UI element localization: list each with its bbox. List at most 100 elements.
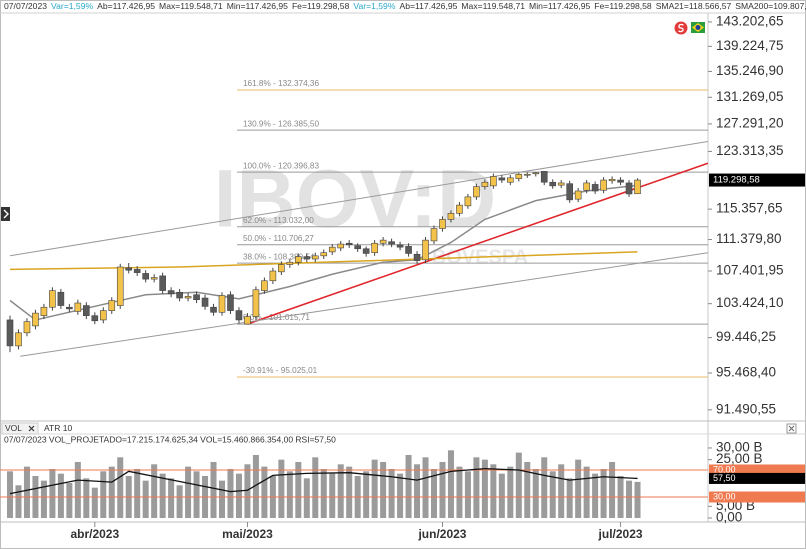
fib-label: 38.0% - 108.380,54	[243, 252, 315, 261]
header-item: Min=117.426,95	[529, 1, 590, 11]
volume-bar	[592, 473, 599, 518]
volume-bar	[117, 457, 124, 518]
volume-bar	[456, 466, 463, 518]
volume-bar	[422, 457, 429, 518]
trendline	[9, 140, 708, 257]
y-tick-label: 139.224,75	[716, 38, 784, 53]
rsi-level-tag	[709, 464, 805, 476]
vol-tab[interactable]	[1, 422, 39, 435]
volume-bar	[83, 478, 90, 518]
header-item: SMA200=109.807,98	[735, 1, 806, 11]
x-tick-label: jun/2023	[417, 527, 466, 541]
volume-header: 07/07/2023 VOL_PROJETADO=17.215.174.625,…	[4, 434, 336, 444]
flag-icon	[691, 22, 705, 33]
fib-label: 130.9% - 126.385,50	[243, 119, 319, 128]
volume-bar	[609, 461, 616, 518]
expander-button[interactable]	[1, 207, 10, 221]
volume-bar	[371, 459, 378, 518]
candle-body	[125, 267, 133, 271]
y-tick-label: 99.446,25	[716, 329, 776, 344]
volume-bar	[380, 461, 387, 518]
volume-bar	[134, 468, 141, 518]
vol-tick-label: 30,00 B	[716, 440, 763, 455]
volume-bar	[541, 457, 548, 518]
y-tick-label: 115.357,65	[716, 201, 783, 216]
candle-body	[269, 270, 277, 282]
volume-bar	[329, 473, 336, 518]
panel-close-glyph	[788, 425, 795, 432]
tab-bg[interactable]	[1, 422, 39, 435]
header-date: 07/07/2023	[4, 1, 47, 11]
candle-body	[83, 305, 90, 316]
candle-body	[354, 245, 361, 250]
x-tick-label: abr/2023	[70, 527, 119, 541]
volume-bar	[337, 464, 344, 518]
fib-label: 50.0% - 110.706,27	[243, 234, 314, 243]
candle-body	[159, 275, 166, 291]
header-item: Ab=117.426,95	[97, 1, 155, 11]
volume-bar	[498, 473, 505, 518]
volume-bar	[473, 457, 480, 518]
candle-body	[490, 176, 497, 187]
trendline	[20, 252, 708, 357]
volume-bar	[286, 471, 293, 518]
candle-body	[625, 182, 633, 195]
candle-body	[456, 204, 463, 214]
y-tick-label: 111.379,80	[716, 231, 782, 246]
candle-body	[430, 228, 438, 242]
candle-body	[600, 179, 607, 191]
panel-close-box[interactable]	[786, 423, 797, 434]
volume-bar	[388, 468, 395, 518]
volume-bar	[532, 468, 539, 518]
volume-bar	[7, 471, 13, 518]
y-tick-label: 135.246,90	[716, 63, 784, 78]
volume-bar	[74, 461, 81, 518]
s-icon-glyph	[678, 23, 684, 33]
volume-bar	[244, 464, 251, 518]
volume-bar	[23, 466, 30, 518]
y-tick-label: 91.490,55	[716, 401, 776, 416]
volume-bar	[549, 471, 556, 518]
candle-body	[549, 181, 557, 187]
candle-body	[447, 213, 455, 220]
volume-bar	[227, 468, 234, 518]
candle-body	[40, 306, 48, 316]
candle-body	[15, 332, 22, 347]
candle-body	[473, 186, 480, 198]
candle-body	[218, 295, 226, 313]
rsi-level-tag	[709, 491, 805, 503]
expander-arrow	[3, 209, 9, 219]
candle-body	[507, 177, 514, 183]
candle-body	[532, 172, 540, 175]
volume-bar	[66, 482, 73, 518]
candle-body	[320, 252, 328, 257]
volume-bar	[176, 485, 183, 518]
volume-bar	[626, 480, 633, 518]
candle-body	[540, 171, 548, 183]
x-tick-label: mai/2023	[222, 527, 273, 541]
fib-label: -30.91% - 95.025,01	[243, 366, 318, 375]
tab-close[interactable]	[28, 425, 35, 432]
candle-body	[439, 219, 446, 229]
candle-body	[49, 290, 56, 308]
candle-body	[91, 315, 99, 322]
candle-body	[66, 306, 73, 310]
header-info: 07/07/2023 Var=1,59% Ab=117.426,95 Max=119.…	[4, 1, 806, 11]
rsi-last-label: 57,50	[713, 473, 736, 483]
candle-body	[23, 321, 31, 334]
left-expander[interactable]	[1, 207, 10, 221]
candle-body	[150, 277, 158, 280]
candle-body	[99, 310, 107, 321]
volume-bar	[405, 454, 412, 518]
header-item: SMA21=118.566,57	[656, 1, 732, 11]
candle-body	[422, 239, 429, 261]
volume-bar	[15, 485, 22, 518]
candle-body	[261, 280, 268, 291]
candle-body	[252, 289, 260, 317]
candle-body	[337, 243, 345, 249]
volume-bar	[57, 473, 64, 518]
candle-body	[591, 184, 599, 192]
candle-body	[227, 294, 234, 311]
volume-bar	[414, 464, 421, 518]
